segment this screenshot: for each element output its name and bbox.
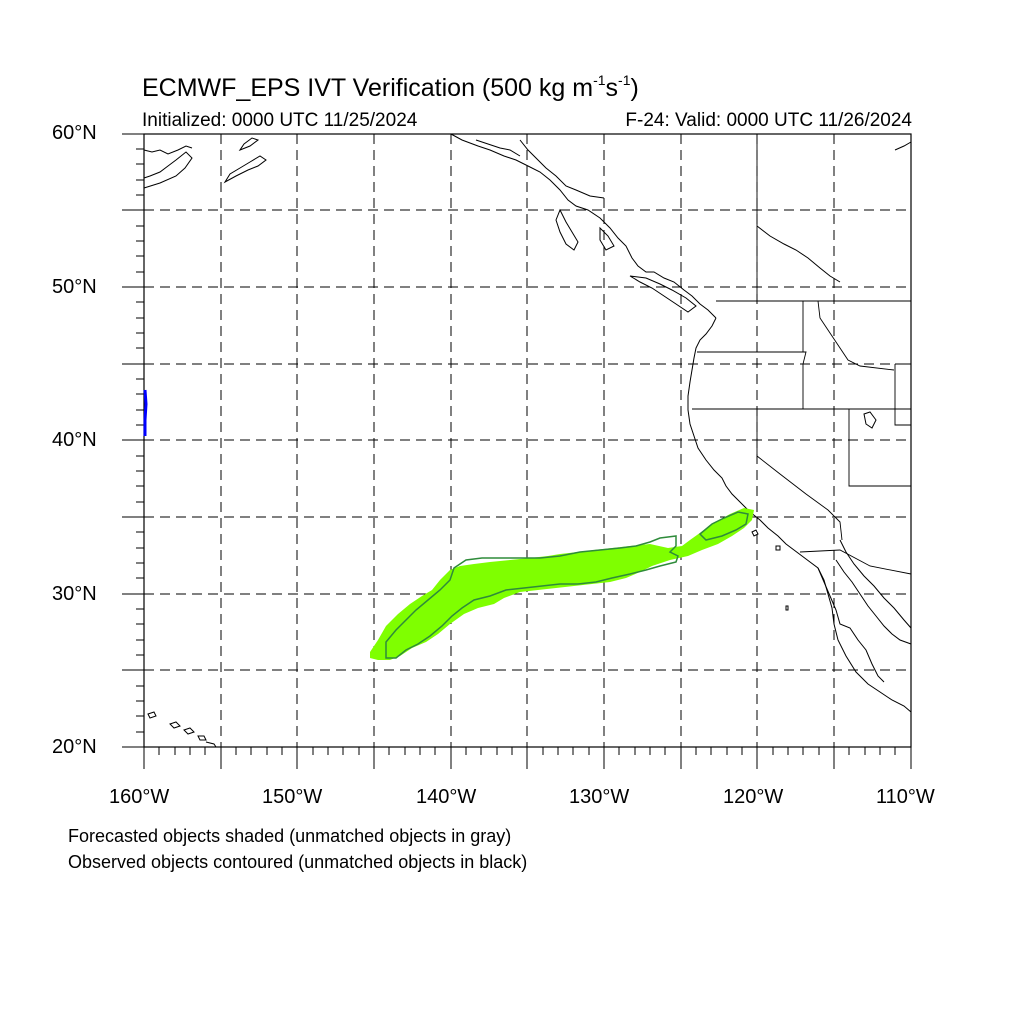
- observed-ivt-contour: [385, 535, 679, 659]
- lon-label-120w: 120°W: [723, 786, 784, 808]
- axis-ticks: [122, 133, 912, 769]
- graticule: [144, 134, 911, 747]
- lon-label-160w: 160°W: [109, 786, 170, 808]
- observed-ivt-contour-east: [698, 511, 749, 541]
- title-sup-1: -1: [593, 72, 606, 88]
- legend-note-forecast: Forecasted objects shaded (unmatched obj…: [68, 826, 512, 846]
- legend-note-observed: Observed objects contoured (unmatched ob…: [68, 852, 528, 872]
- lat-label-60n: 60°N: [52, 122, 97, 144]
- lat-label-30n: 30°N: [52, 583, 97, 605]
- lon-label-140w: 140°W: [416, 786, 477, 808]
- valid-time-label: F-24: Valid: 0000 UTC 11/26/2024: [625, 110, 912, 131]
- map-title: ECMWF_EPS IVT Verification (500 kg m-1s-…: [142, 72, 639, 103]
- initialized-label: Initialized: 0000 UTC 11/25/2024: [142, 110, 418, 131]
- lat-label-40n: 40°N: [52, 429, 97, 451]
- political-borders: [692, 134, 912, 575]
- lat-label-20n: 20°N: [52, 736, 97, 758]
- title-text: ECMWF_EPS IVT Verification (500 kg m: [142, 74, 594, 102]
- lat-label-50n: 50°N: [52, 276, 97, 298]
- lon-label-150w: 150°W: [262, 786, 323, 808]
- unmatched-observed-object: [143, 389, 148, 436]
- title-text-s: s: [605, 74, 619, 102]
- lon-label-130w: 130°W: [569, 786, 630, 808]
- title-text-end: ): [630, 74, 639, 102]
- lon-label-110w: 110°W: [876, 786, 935, 808]
- title-sup-2: -1: [618, 72, 631, 88]
